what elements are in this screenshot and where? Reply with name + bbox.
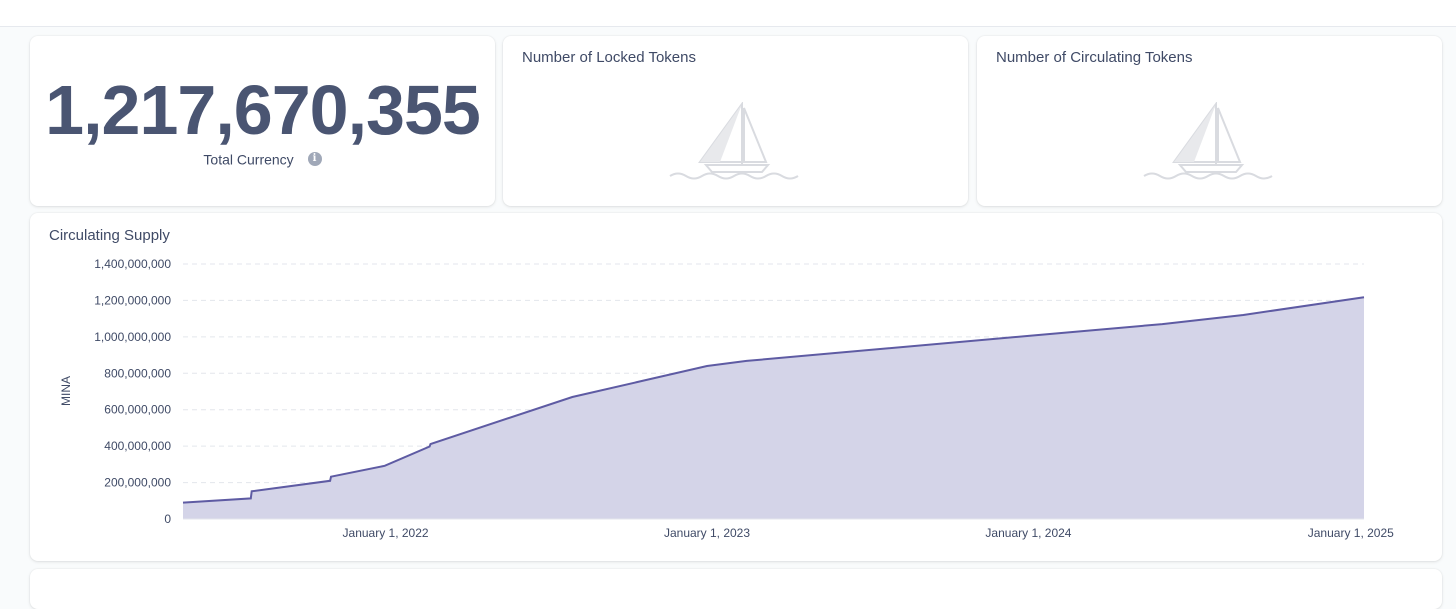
x-tick-label: January 1, 2022 xyxy=(343,526,429,540)
circulating-tokens-card: Number of Circulating Tokens xyxy=(977,36,1442,206)
top-bar xyxy=(0,0,1456,27)
y-axis-ticks: 0 200,000,000 400,000,000 600,000,000 800,00… xyxy=(94,257,171,526)
y-tick-label: 1,400,000,000 xyxy=(94,257,171,271)
x-tick-label: January 1, 2023 xyxy=(664,526,750,540)
total-currency-card: 1,217,670,355 Total Currency i xyxy=(30,36,495,206)
x-tick-label: January 1, 2024 xyxy=(985,526,1071,540)
total-currency-label: Total Currency xyxy=(203,151,294,168)
info-icon[interactable]: i xyxy=(307,152,322,167)
y-tick-label: 1,200,000,000 xyxy=(94,293,171,307)
next-card xyxy=(30,569,1442,609)
y-tick-label: 200,000,000 xyxy=(104,476,171,490)
locked-tokens-title[interactable]: Number of Locked Tokens xyxy=(522,49,696,66)
y-tick-label: 600,000,000 xyxy=(104,403,171,417)
y-tick-label: 800,000,000 xyxy=(104,366,171,380)
total-currency-value: 1,217,670,355 xyxy=(45,71,481,149)
sailboat-icon xyxy=(669,102,799,180)
circulating-tokens-title[interactable]: Number of Circulating Tokens xyxy=(996,49,1193,66)
y-tick-label: 1,000,000,000 xyxy=(94,330,171,344)
y-tick-label: 400,000,000 xyxy=(104,439,171,453)
x-axis-ticks: January 1, 2022 January 1, 2023 January 1,… xyxy=(343,526,1395,540)
area-series xyxy=(182,296,1365,520)
x-tick-label: January 1, 2025 xyxy=(1308,526,1394,540)
total-currency-label-row: Total Currency i xyxy=(30,150,495,167)
chart-title[interactable]: Circulating Supply xyxy=(49,227,170,244)
y-axis-label: MINA xyxy=(59,376,73,406)
circulating-supply-card: Circulating Supply 0 200,000,000 400,000,0… xyxy=(30,213,1442,561)
sailboat-icon xyxy=(1143,102,1273,180)
series-line[interactable] xyxy=(182,296,1365,504)
locked-tokens-card: Number of Locked Tokens xyxy=(503,36,968,206)
circulating-supply-chart: 0 200,000,000 400,000,000 600,000,000 800,00… xyxy=(59,257,1395,540)
y-tick-label: 0 xyxy=(164,512,171,526)
area-fill[interactable] xyxy=(183,297,1364,519)
